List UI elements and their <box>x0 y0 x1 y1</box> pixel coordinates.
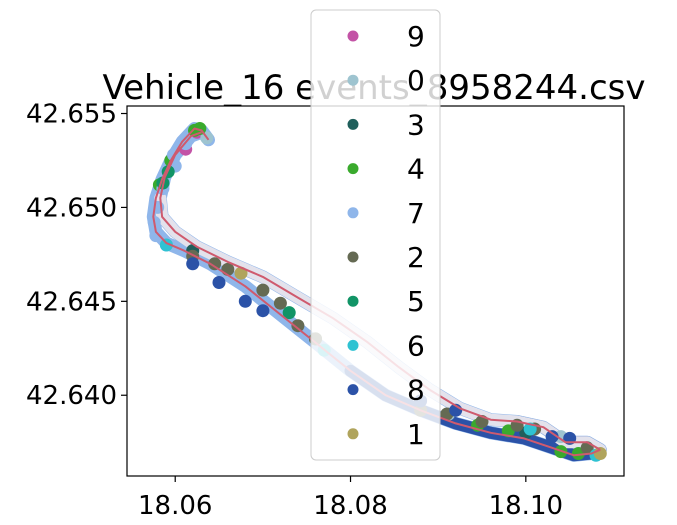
data-point-8-1 <box>212 276 226 289</box>
data-point-2-4 <box>291 319 305 333</box>
legend-marker-6 <box>347 339 359 351</box>
x-axis: 18.06 18.08 18.10 <box>138 476 563 521</box>
data-point-7-5 <box>149 229 163 243</box>
y-tick-label-2: 42.650 <box>26 193 117 223</box>
legend-label-5: 5 <box>407 285 425 318</box>
legend-marker-1 <box>347 428 359 440</box>
legend-marker-2 <box>347 251 359 263</box>
data-point-6-0 <box>159 238 173 252</box>
route-line-outbound <box>152 127 601 457</box>
legend-label-8: 8 <box>407 374 425 407</box>
x-tick-label-1: 18.08 <box>313 491 387 521</box>
legend-marker-4 <box>347 163 359 175</box>
legend-marker-7 <box>347 207 359 219</box>
x-tick-label-2: 18.10 <box>489 491 563 521</box>
legend-frame <box>310 9 441 461</box>
data-point-8-6 <box>545 430 559 444</box>
legend-marker-3 <box>347 118 359 130</box>
legend-label-4: 4 <box>407 153 425 186</box>
data-point-8-0 <box>186 257 200 271</box>
legend: 9 0 3 4 7 2 5 6 8 1 <box>310 9 441 461</box>
legend-label-0: 0 <box>407 64 425 97</box>
legend-label-7: 7 <box>407 197 425 230</box>
data-point-2-2 <box>256 283 270 297</box>
legend-label-9: 9 <box>407 20 425 53</box>
data-point-8-2 <box>238 294 252 308</box>
y-tick-label-1: 42.645 <box>26 287 117 317</box>
data-point-8-3 <box>256 304 270 318</box>
y-axis: 42.640 42.645 42.650 42.655 <box>26 100 127 411</box>
legend-label-1: 1 <box>407 418 425 451</box>
legend-marker-9 <box>347 30 359 42</box>
y-tick-label-0: 42.640 <box>26 381 117 411</box>
legend-label-2: 2 <box>407 241 425 274</box>
legend-label-6: 6 <box>407 329 425 362</box>
y-tick-label-3: 42.655 <box>26 100 117 130</box>
legend-marker-5 <box>347 295 359 307</box>
x-tick-label-0: 18.06 <box>138 491 212 521</box>
data-point-2-3 <box>273 296 287 310</box>
data-point-2-0 <box>208 257 222 271</box>
data-point-5-2 <box>282 306 296 320</box>
legend-label-3: 3 <box>407 108 425 141</box>
legend-marker-8 <box>347 384 359 396</box>
legend-marker-0 <box>347 74 359 86</box>
